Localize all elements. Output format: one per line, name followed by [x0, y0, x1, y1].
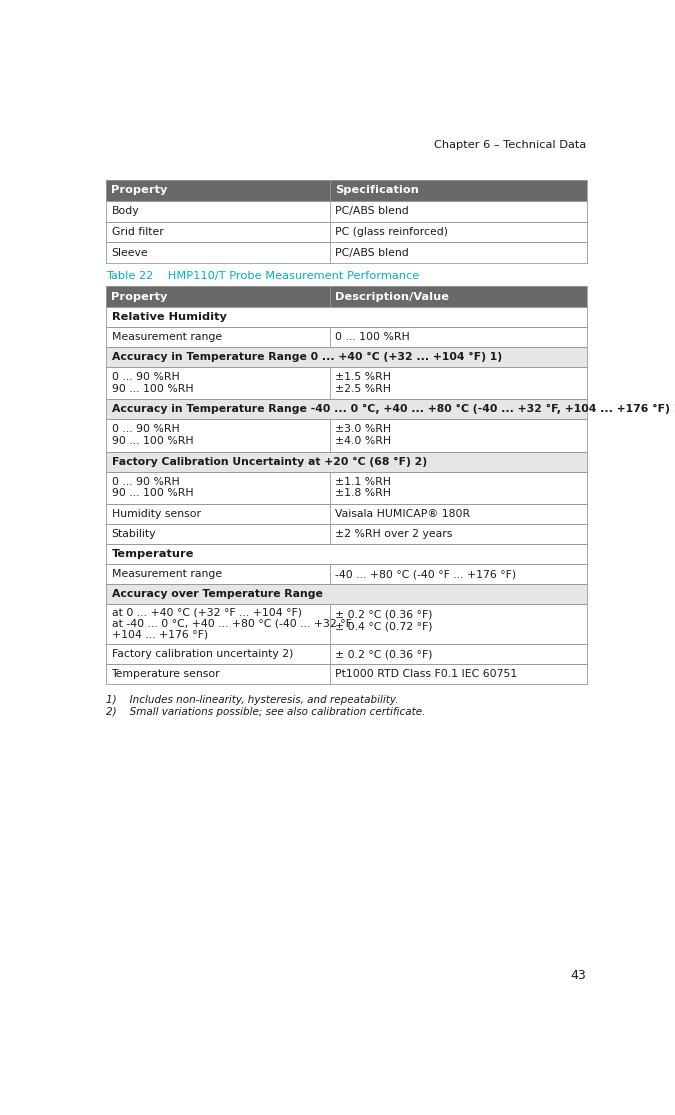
Text: 0 ... 100 %RH: 0 ... 100 %RH [335, 332, 410, 342]
Bar [106, 399, 587, 419]
Bar [106, 544, 587, 564]
Bar [106, 222, 587, 242]
Text: PC (glass reinforced): PC (glass reinforced) [335, 227, 448, 237]
Text: 0 ... 90 %RH: 0 ... 90 %RH [111, 425, 180, 435]
Bar [106, 367, 587, 399]
Text: 43: 43 [571, 969, 587, 981]
Text: Chapter 6 – Technical Data: Chapter 6 – Technical Data [434, 140, 587, 149]
Text: ± 0.2 °C (0.36 °F): ± 0.2 °C (0.36 °F) [335, 609, 433, 619]
Text: at 0 ... +40 °C (+32 °F ... +104 °F): at 0 ... +40 °C (+32 °F ... +104 °F) [111, 608, 302, 618]
Bar [106, 665, 587, 685]
Text: Table 22    HMP110/T Probe Measurement Performance: Table 22 HMP110/T Probe Measurement Perf… [106, 271, 419, 281]
Text: 90 ... 100 %RH: 90 ... 100 %RH [111, 436, 193, 446]
Bar [106, 327, 587, 347]
Text: ±4.0 %RH: ±4.0 %RH [335, 436, 391, 446]
Text: Body: Body [111, 206, 139, 216]
Text: ±1.5 %RH: ±1.5 %RH [335, 372, 391, 382]
Text: ±1.1 %RH: ±1.1 %RH [335, 477, 391, 487]
Bar [106, 564, 587, 584]
Text: Relative Humidity: Relative Humidity [111, 312, 226, 322]
Bar [106, 287, 587, 307]
Bar [106, 242, 587, 263]
Text: Accuracy over Temperature Range: Accuracy over Temperature Range [111, 589, 323, 599]
Bar [106, 307, 587, 327]
Text: Property: Property [111, 292, 168, 302]
Text: Property: Property [111, 185, 168, 195]
Text: ± 0.2 °C (0.36 °F): ± 0.2 °C (0.36 °F) [335, 649, 433, 659]
Text: 1)    Includes non-linearity, hysteresis, and repeatability.: 1) Includes non-linearity, hysteresis, a… [106, 695, 398, 705]
Bar [106, 347, 587, 367]
Text: 2)    Small variations possible; see also calibration certificate.: 2) Small variations possible; see also c… [106, 707, 425, 717]
Text: Grid filter: Grid filter [111, 227, 163, 237]
Text: ±2 %RH over 2 years: ±2 %RH over 2 years [335, 530, 452, 540]
Text: Temperature: Temperature [111, 550, 194, 560]
Bar [106, 604, 587, 644]
Text: Humidity sensor: Humidity sensor [111, 510, 200, 520]
Text: Factory calibration uncertainty 2): Factory calibration uncertainty 2) [111, 649, 293, 659]
Text: 90 ... 100 %RH: 90 ... 100 %RH [111, 488, 193, 498]
Bar [106, 504, 587, 524]
Text: +104 ... +176 °F): +104 ... +176 °F) [111, 629, 208, 639]
Bar [106, 472, 587, 504]
Text: 90 ... 100 %RH: 90 ... 100 %RH [111, 384, 193, 394]
Text: Temperature sensor: Temperature sensor [111, 669, 220, 679]
Text: ±1.8 %RH: ±1.8 %RH [335, 488, 391, 498]
Text: ±2.5 %RH: ±2.5 %RH [335, 384, 391, 394]
Text: 0 ... 90 %RH: 0 ... 90 %RH [111, 477, 180, 487]
Text: Stability: Stability [111, 530, 156, 540]
Text: Pt1000 RTD Class F0.1 IEC 60751: Pt1000 RTD Class F0.1 IEC 60751 [335, 669, 517, 679]
Bar [106, 644, 587, 665]
Text: Accuracy in Temperature Range -40 ... 0 °C, +40 ... +80 °C (-40 ... +32 °F, +104: Accuracy in Temperature Range -40 ... 0 … [111, 405, 675, 415]
Bar [106, 584, 587, 604]
Text: Vaisala HUMICAP® 180R: Vaisala HUMICAP® 180R [335, 510, 470, 520]
Text: ± 0.4 °C (0.72 °F): ± 0.4 °C (0.72 °F) [335, 621, 433, 631]
Text: ±3.0 %RH: ±3.0 %RH [335, 425, 391, 435]
Text: Specification: Specification [335, 185, 418, 195]
Text: PC/ABS blend: PC/ABS blend [335, 248, 408, 258]
Bar [106, 452, 587, 472]
Text: Factory Calibration Uncertainty at +20 °C (68 °F) 2): Factory Calibration Uncertainty at +20 °… [111, 457, 427, 467]
Bar [106, 201, 587, 222]
Text: at -40 ... 0 °C, +40 ... +80 °C (-40 ... +32 °F,: at -40 ... 0 °C, +40 ... +80 °C (-40 ...… [111, 619, 355, 629]
Bar [106, 419, 587, 452]
Bar [106, 180, 587, 201]
Text: 0 ... 90 %RH: 0 ... 90 %RH [111, 372, 180, 382]
Text: PC/ABS blend: PC/ABS blend [335, 206, 408, 216]
Text: Accuracy in Temperature Range 0 ... +40 °C (+32 ... +104 °F) 1): Accuracy in Temperature Range 0 ... +40 … [111, 352, 502, 362]
Text: -40 ... +80 °C (-40 °F ... +176 °F): -40 ... +80 °C (-40 °F ... +176 °F) [335, 570, 516, 579]
Text: Measurement range: Measurement range [111, 570, 221, 579]
Text: Description/Value: Description/Value [335, 292, 449, 302]
Bar [106, 524, 587, 544]
Text: Sleeve: Sleeve [111, 248, 148, 258]
Text: Measurement range: Measurement range [111, 332, 221, 342]
